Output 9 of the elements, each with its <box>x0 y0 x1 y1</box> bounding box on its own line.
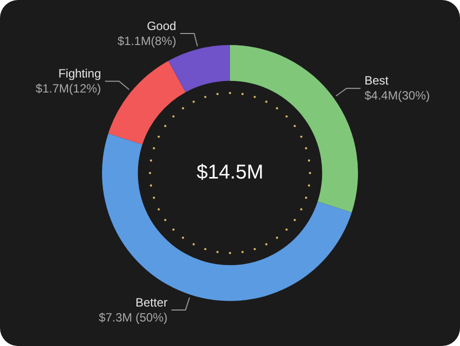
slice-label: Good <box>146 18 176 33</box>
text: $14.5M <box>196 162 264 184</box>
slice-label: Better <box>135 295 168 310</box>
data-label: $4.4M(30%) <box>364 88 430 103</box>
data-label: $1.7M(12%) <box>36 82 102 96</box>
slice-label: Fighting <box>58 66 102 81</box>
slice-label: Best <box>364 74 390 88</box>
data-label: $7.3M (50%) <box>98 310 168 324</box>
data-label: $1.1M(8%) <box>118 34 176 48</box>
